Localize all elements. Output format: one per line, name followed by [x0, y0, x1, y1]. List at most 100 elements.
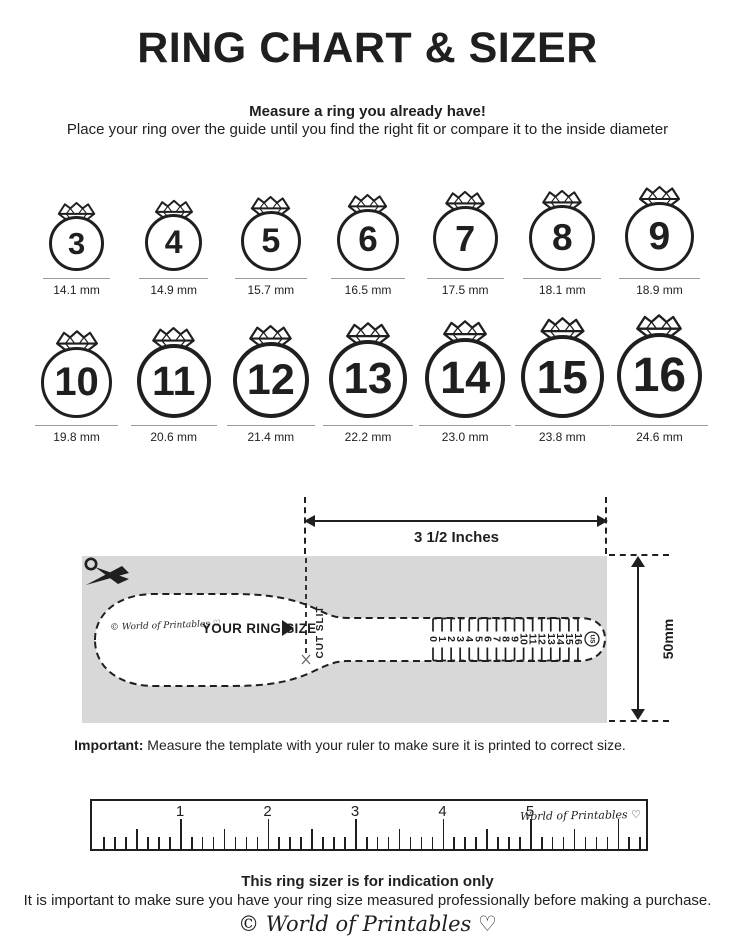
height-arrow-line	[637, 563, 639, 715]
ring-band-circle: 7	[432, 206, 498, 271]
ruler-tick	[508, 837, 510, 849]
svg-text:9: 9	[509, 636, 521, 642]
important-note: Important: Measure the template with you…	[0, 737, 700, 753]
ruler-tick	[530, 819, 532, 849]
svg-text:0: 0	[427, 636, 439, 642]
ruler-tick	[147, 837, 149, 849]
ring-diameter-label: 21.4 mm	[247, 430, 295, 444]
pointer-triangle-icon	[282, 620, 294, 636]
ring-size-item: 6 16.5 mm	[319, 192, 416, 297]
dimension-arrow-line	[313, 520, 599, 522]
ruler-tick	[519, 837, 521, 849]
ruler-tick	[212, 837, 215, 849]
ring-band-circle: 3	[49, 216, 105, 271]
ring-band-circle: 8	[529, 205, 596, 271]
ring-size-item: 9 18.9 mm	[611, 184, 708, 297]
ruler-tick	[562, 837, 565, 849]
ruler-tick	[322, 837, 324, 849]
ring-diameter-label: 14.1 mm	[53, 283, 100, 297]
ring-band-circle: 4	[145, 214, 203, 271]
ruler-tick	[344, 837, 346, 849]
ring-band-circle: 10	[41, 347, 113, 418]
ruler-tick	[606, 837, 609, 849]
ring-diameter-label: 18.1 mm	[538, 283, 586, 297]
ruler-tick	[540, 837, 543, 849]
ring-size-item: 11 20.6 mm	[125, 325, 222, 444]
arrow-head-down-icon	[631, 709, 645, 720]
ruler-tick	[333, 837, 335, 849]
ring-diameter-label: 16.5 mm	[344, 283, 392, 297]
ruler-tick	[300, 837, 302, 849]
ruler-tick	[431, 837, 434, 849]
ruler-tick	[573, 829, 576, 849]
ring-band-circle: 16	[616, 333, 702, 418]
ring-underline	[322, 425, 413, 426]
ring-underline	[139, 278, 209, 279]
ruler-tick	[387, 837, 390, 849]
svg-text:12: 12	[536, 633, 548, 645]
ruler-tick	[584, 837, 587, 849]
ring-diameter-label: 15.7 mm	[247, 283, 295, 297]
ring-size-item: 16 24.6 mm	[610, 312, 708, 444]
scissors-icon	[84, 557, 129, 585]
ruler-tick	[365, 837, 368, 849]
ring-band-circle: 12	[232, 342, 309, 418]
footer-brand-logo: © World of Printables ♡	[238, 912, 497, 936]
ring-underline	[330, 278, 405, 279]
ring-band-circle: 15	[520, 335, 604, 418]
ring-band-circle: 5	[240, 211, 301, 271]
ring-underline	[226, 425, 315, 426]
svg-text:11: 11	[527, 633, 539, 644]
svg-text:1: 1	[436, 636, 448, 642]
ruler-tick	[234, 837, 237, 849]
important-note-text: Measure the template with your ruler to …	[143, 737, 626, 753]
ruler-tick	[639, 837, 641, 849]
arrow-head-right-icon	[597, 515, 608, 527]
ring-underline	[610, 425, 708, 426]
ruler-tick	[158, 837, 160, 849]
ring-diameter-label: 22.2 mm	[344, 430, 392, 444]
ruler-inch-number: 5	[525, 803, 535, 820]
ruler-tick	[475, 837, 477, 849]
arrow-head-left-icon	[304, 515, 315, 527]
ruler-tick	[311, 829, 313, 849]
ring-band-circle: 14	[425, 338, 506, 418]
ring-size-item: 13 22.2 mm	[319, 320, 416, 444]
ring-underline	[419, 425, 512, 426]
ring-diameter-label: 20.6 mm	[150, 430, 198, 444]
subtitle: Place your ring over the guide until you…	[66, 121, 669, 138]
ring-diameter-label: 23.0 mm	[441, 430, 489, 444]
ruler-tick	[245, 837, 248, 849]
ruler-tick	[486, 829, 488, 849]
ruler-tick	[497, 837, 499, 849]
svg-text:8: 8	[499, 636, 511, 642]
ring-size-row-2: 10 19.8 mm 11 20.6 mm 12 21.4 mm 13 22.2…	[28, 303, 708, 444]
ruler-inch-number: 2	[263, 803, 272, 820]
svg-text:16: 16	[572, 633, 584, 645]
ruler-inch-number: 4	[438, 803, 447, 820]
svg-text:7: 7	[490, 636, 502, 642]
important-note-bold: Important:	[74, 737, 144, 753]
ring-band-circle: 13	[328, 340, 407, 418]
subtitle-bold: Measure a ring you already have!	[249, 103, 486, 120]
svg-text:10: 10	[518, 633, 530, 645]
ruler-tick	[595, 837, 598, 849]
ruler-tick	[420, 837, 423, 849]
ruler-tick	[103, 837, 106, 849]
sizer-strip-svg: 0 1 2 3 4 5 6 7 8 9 10 11 12 13 14 15 16…	[93, 558, 607, 687]
ruler-tick	[376, 837, 379, 849]
dimension-label: 3 1/2 Inches	[413, 529, 500, 546]
ring-size-item: 12 21.4 mm	[222, 323, 319, 444]
ring-underline	[234, 278, 307, 279]
cut-slit-label: CUT SLIT	[315, 605, 326, 659]
page-title: RING CHART & SIZER	[137, 24, 598, 72]
ruler-tick	[355, 819, 357, 849]
svg-text:15: 15	[563, 633, 575, 645]
ruler-tick	[125, 837, 127, 849]
ring-size-item: 7 17.5 mm	[417, 189, 514, 297]
height-extension-line-top	[609, 554, 669, 556]
ruler-tick	[409, 837, 412, 849]
ruler-tick	[551, 837, 554, 849]
ruler-tick	[169, 837, 171, 849]
